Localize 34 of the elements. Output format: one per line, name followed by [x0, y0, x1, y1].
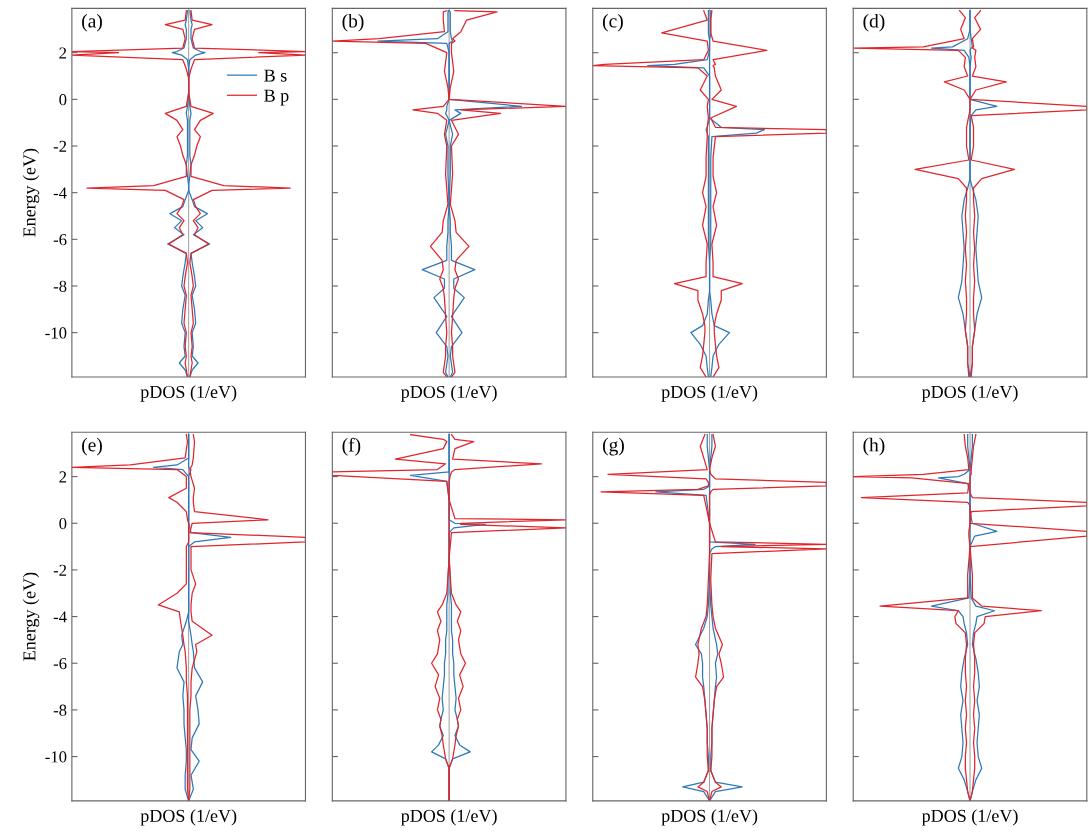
chart-title: (c) [602, 13, 623, 32]
x-axis-title: pDOS (1/eV) [401, 809, 497, 826]
y-axis-title: Energy (eV) [22, 148, 40, 237]
x-axis-title: pDOS (1/eV) [401, 385, 497, 402]
x-axis-title: pDOS (1/eV) [140, 809, 237, 826]
x-axis-title: pDOS (1/eV) [921, 809, 1018, 826]
y-tick-label: -6 [53, 657, 67, 670]
legend-label: B s [264, 69, 287, 82]
chart-title: (g) [602, 437, 624, 456]
y-tick-label: -2 [53, 140, 67, 152]
x-axis-title: pDOS (1/eV) [661, 385, 758, 402]
y-tick-label: 2 [59, 47, 67, 59]
x-axis-title: pDOS (1/eV) [661, 809, 758, 826]
chart-title: (a) [82, 13, 102, 32]
chart-title: (b) [342, 13, 364, 32]
x-axis-title: pDOS (1/eV) [921, 385, 1018, 402]
y-tick-label: 2 [59, 471, 67, 483]
x-axis-title: pDOS (1/eV) [140, 385, 237, 402]
y-tick-label: -6 [53, 234, 67, 246]
y-axis-title: Energy (eV) [22, 572, 40, 661]
y-tick-label: -4 [53, 611, 67, 623]
chart-title: (e) [82, 437, 102, 456]
y-tick-label: -4 [53, 187, 67, 199]
y-tick-label: -10 [45, 327, 67, 339]
y-tick-label: -10 [45, 751, 67, 763]
legend-label: B p [264, 89, 289, 106]
y-tick-label: -2 [53, 564, 67, 576]
y-tick-label: -8 [53, 280, 67, 292]
chart-title: (h) [863, 437, 885, 456]
chart-title: (d) [863, 13, 885, 32]
chart-title: (f) [342, 437, 361, 456]
y-tick-label: 0 [59, 517, 67, 530]
y-tick-label: -8 [53, 704, 67, 716]
y-tick-label: 0 [59, 94, 67, 106]
